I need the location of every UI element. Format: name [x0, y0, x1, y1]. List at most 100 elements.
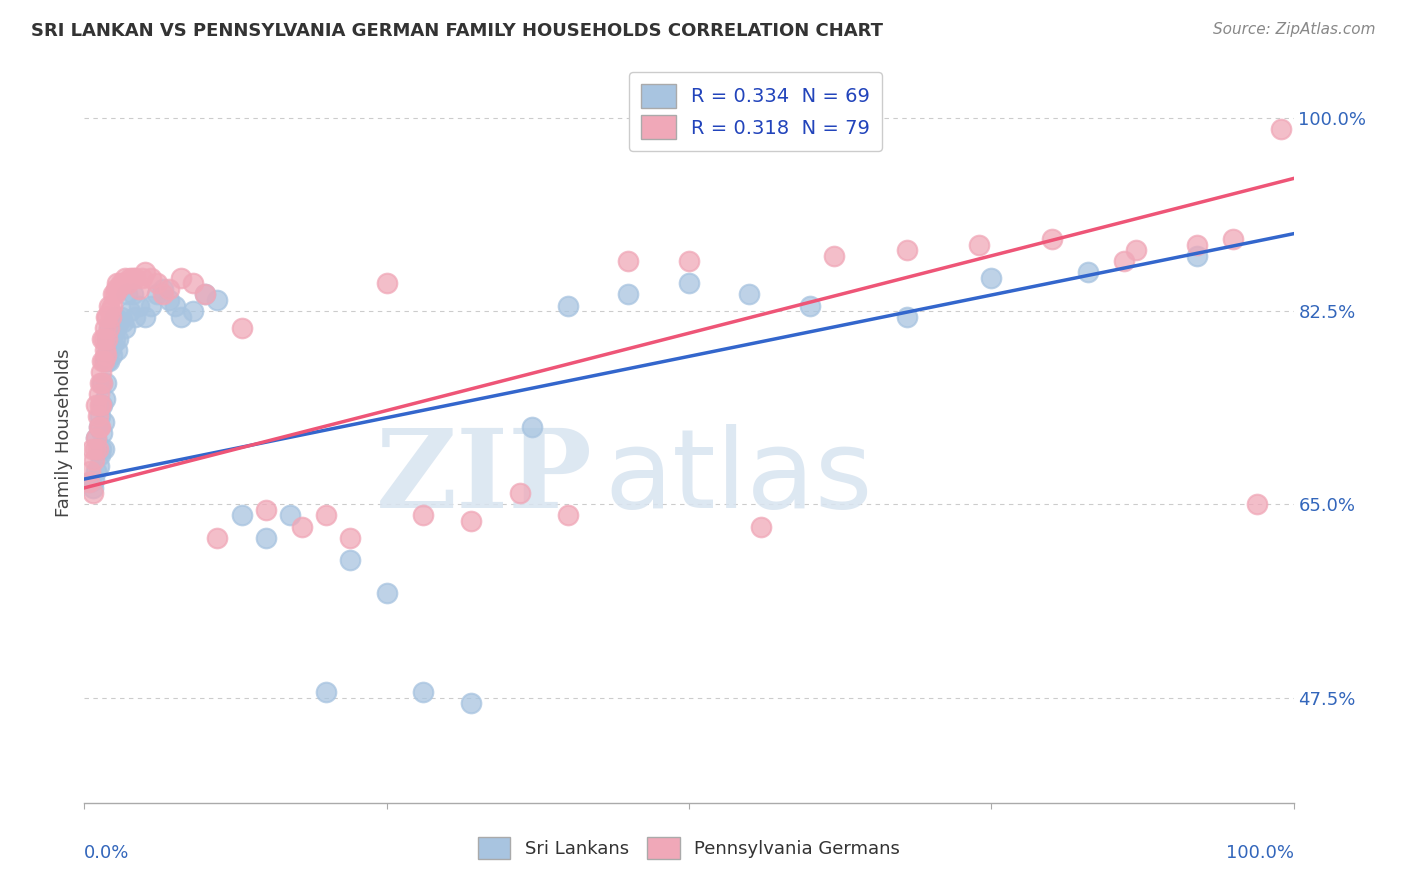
Text: 100.0%: 100.0% — [1226, 844, 1294, 862]
Point — [117, 277, 139, 291]
Point — [98, 304, 121, 318]
Point — [108, 315, 131, 329]
Point — [1185, 237, 1208, 252]
Point — [678, 277, 700, 291]
Point — [121, 287, 143, 301]
Point — [339, 552, 361, 566]
Point — [91, 398, 114, 412]
Point — [94, 376, 117, 390]
Point — [254, 503, 277, 517]
Point — [89, 376, 111, 390]
Point — [94, 310, 117, 324]
Point — [152, 287, 174, 301]
Point — [170, 271, 193, 285]
Point — [103, 337, 125, 351]
Text: Source: ZipAtlas.com: Source: ZipAtlas.com — [1212, 22, 1375, 37]
Point — [128, 299, 150, 313]
Point — [146, 277, 169, 291]
Legend: Sri Lankans, Pennsylvania Germans: Sri Lankans, Pennsylvania Germans — [470, 828, 908, 868]
Point — [1125, 244, 1147, 258]
Point — [105, 277, 128, 291]
Point — [896, 244, 918, 258]
Point — [146, 287, 169, 301]
Point — [980, 271, 1002, 285]
Text: ZIP: ZIP — [375, 424, 592, 531]
Point — [90, 398, 112, 412]
Point — [97, 299, 120, 313]
Point — [315, 685, 337, 699]
Point — [97, 320, 120, 334]
Point — [139, 271, 162, 285]
Point — [114, 271, 136, 285]
Point — [105, 343, 128, 357]
Point — [799, 299, 821, 313]
Point — [86, 431, 108, 445]
Point — [93, 353, 115, 368]
Point — [1246, 498, 1268, 512]
Point — [1222, 232, 1244, 246]
Point — [107, 332, 129, 346]
Point — [94, 320, 117, 334]
Point — [231, 320, 253, 334]
Point — [1270, 121, 1292, 136]
Point — [84, 442, 107, 457]
Point — [207, 531, 229, 545]
Point — [96, 353, 118, 368]
Y-axis label: Family Households: Family Households — [55, 349, 73, 516]
Point — [617, 254, 640, 268]
Text: atlas: atlas — [605, 424, 873, 531]
Point — [94, 348, 117, 362]
Point — [82, 486, 104, 500]
Point — [557, 508, 579, 523]
Point — [678, 254, 700, 268]
Point — [231, 508, 253, 523]
Point — [100, 310, 122, 324]
Point — [77, 475, 100, 490]
Point — [181, 304, 204, 318]
Point — [557, 299, 579, 313]
Point — [170, 310, 193, 324]
Point — [87, 387, 110, 401]
Point — [90, 442, 112, 457]
Point — [509, 486, 531, 500]
Point — [121, 271, 143, 285]
Point — [101, 348, 124, 362]
Point — [86, 431, 108, 445]
Point — [91, 332, 114, 346]
Point — [194, 287, 217, 301]
Point — [94, 348, 117, 362]
Point — [89, 398, 111, 412]
Point — [460, 514, 482, 528]
Point — [124, 271, 146, 285]
Point — [412, 508, 434, 523]
Point — [86, 409, 108, 423]
Text: SRI LANKAN VS PENNSYLVANIA GERMAN FAMILY HOUSEHOLDS CORRELATION CHART: SRI LANKAN VS PENNSYLVANIA GERMAN FAMILY… — [31, 22, 883, 40]
Point — [375, 586, 398, 600]
Point — [90, 365, 112, 379]
Point — [131, 271, 153, 285]
Point — [110, 310, 132, 324]
Point — [165, 299, 187, 313]
Point — [823, 249, 845, 263]
Point — [94, 343, 117, 357]
Point — [152, 282, 174, 296]
Point — [112, 277, 135, 291]
Point — [91, 425, 114, 440]
Point — [96, 332, 118, 346]
Point — [89, 420, 111, 434]
Point — [101, 299, 124, 313]
Point — [1040, 232, 1063, 246]
Point — [93, 415, 115, 429]
Point — [100, 332, 122, 346]
Point — [96, 332, 118, 346]
Point — [120, 304, 142, 318]
Point — [967, 237, 990, 252]
Point — [104, 320, 127, 334]
Point — [339, 531, 361, 545]
Point — [91, 376, 114, 390]
Point — [254, 531, 277, 545]
Point — [96, 310, 118, 324]
Point — [520, 420, 543, 434]
Point — [82, 481, 104, 495]
Point — [114, 320, 136, 334]
